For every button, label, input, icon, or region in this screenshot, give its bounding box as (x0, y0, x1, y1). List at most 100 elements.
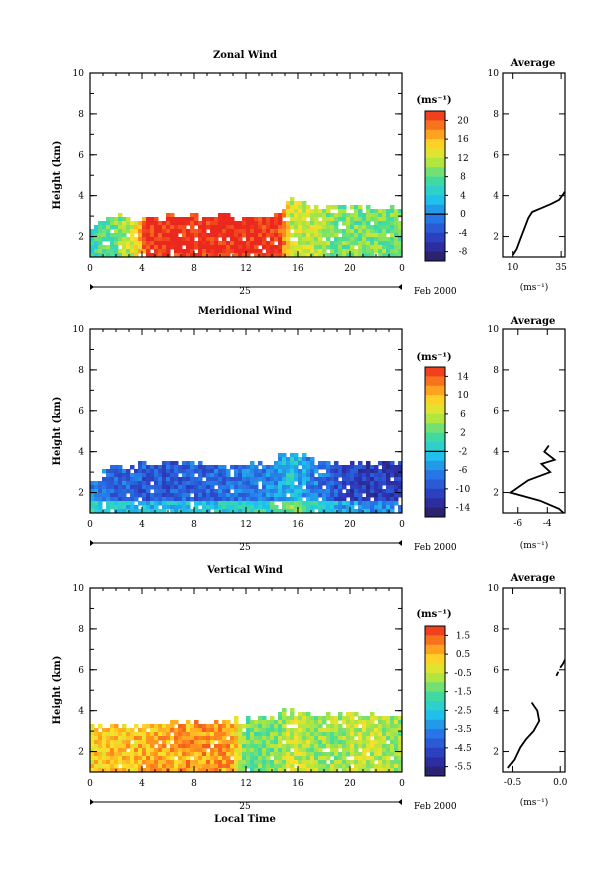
heat-cell (334, 241, 339, 246)
heat-cell (214, 720, 219, 725)
heat-cell (114, 736, 119, 741)
heat-cell (130, 225, 135, 230)
heat-cell (194, 501, 199, 506)
heat-cell (282, 720, 287, 725)
heat-cell (266, 233, 271, 238)
heat-cell (102, 493, 107, 498)
heat-cell (326, 744, 331, 749)
heat-cell (142, 736, 147, 741)
heat-cell (134, 760, 139, 765)
heat-cell (326, 736, 331, 741)
heat-cell (154, 505, 159, 510)
heat-cell (314, 237, 319, 242)
heat-cell (122, 253, 127, 257)
heat-cell (274, 469, 279, 474)
heat-cell (266, 736, 271, 741)
heat-cell (234, 752, 239, 757)
heat-cell (146, 221, 151, 226)
heat-cell (246, 477, 251, 482)
heat-cell (258, 221, 263, 226)
heat-cell (318, 253, 323, 257)
colorbar-tick-label: -3.5 (454, 725, 472, 735)
heat-cell (218, 489, 223, 494)
heat-cell (310, 225, 315, 230)
heat-cell (130, 493, 135, 498)
heat-cell (186, 501, 191, 506)
colorbar-frame (424, 366, 446, 518)
heat-cell (138, 477, 143, 482)
heat-cell (238, 477, 243, 482)
heat-cell (90, 229, 95, 234)
heat-cell (274, 465, 279, 470)
heat-cell (330, 217, 335, 222)
heat-cell (126, 221, 131, 226)
heat-cell (310, 493, 315, 498)
heat-cell (362, 720, 367, 725)
heat-cell (102, 760, 107, 765)
heat-cell (350, 489, 355, 494)
heat-cell (366, 732, 371, 737)
heat-cell (246, 752, 251, 757)
heat-cell (254, 768, 259, 772)
heat-cell (354, 473, 359, 478)
heat-cell (386, 501, 391, 506)
heat-cell (378, 229, 383, 234)
heat-cell (98, 760, 103, 765)
heat-cell (94, 505, 99, 510)
heat-cell (250, 241, 255, 246)
heat-cell (354, 728, 359, 733)
heat-cell (198, 481, 203, 486)
heat-cell (190, 237, 195, 242)
heat-cell (394, 497, 399, 502)
heat-cell (206, 752, 211, 757)
heat-cell (286, 764, 291, 769)
heat-cell (222, 225, 227, 230)
heat-cell (134, 473, 139, 478)
heat-cell (334, 724, 339, 729)
heat-cell (366, 465, 371, 470)
heat-cell (146, 768, 151, 772)
heat-cell (226, 509, 231, 513)
heat-cell (190, 469, 195, 474)
heat-cell (118, 233, 123, 238)
heat-cell (310, 213, 315, 218)
heat-cell (334, 509, 339, 513)
heat-cell (250, 732, 255, 737)
heat-cell (106, 732, 111, 737)
heat-cell (318, 485, 323, 490)
heat-cell (210, 756, 215, 761)
heat-cell (150, 465, 155, 470)
heat-cell (238, 465, 243, 470)
heat-cell (238, 473, 243, 478)
heat-cell (230, 233, 235, 238)
heat-cell (190, 253, 195, 257)
heat-cell (274, 493, 279, 498)
heat-cell (206, 505, 211, 510)
heat-cell (94, 225, 99, 230)
heat-cell (166, 752, 171, 757)
heat-cell (126, 473, 131, 478)
heat-cell (154, 241, 159, 246)
heat-cell (322, 728, 327, 733)
heat-cell (194, 764, 199, 769)
heat-cell (330, 225, 335, 230)
heat-cell (202, 489, 207, 494)
heat-cell (262, 217, 267, 222)
panel-vertical: Vertical Wind Height (km) 0 4 8 12 16 20 02468… (52, 565, 568, 825)
heat-cell (266, 473, 271, 478)
heat-cell (382, 497, 387, 502)
y-tick-label: 4 (78, 448, 84, 458)
heat-cell (366, 253, 371, 257)
heat-cell (262, 760, 267, 765)
heat-cell (382, 253, 387, 257)
heat-cell (318, 473, 323, 478)
heat-cell (258, 728, 263, 733)
heat-cell (262, 485, 267, 490)
heat-cell (398, 233, 402, 238)
heat-cell (198, 469, 203, 474)
heat-cell (314, 485, 319, 490)
heat-cell (218, 497, 223, 502)
heat-cell (394, 481, 399, 486)
heat-cell (394, 477, 399, 482)
heat-cell (222, 505, 227, 510)
